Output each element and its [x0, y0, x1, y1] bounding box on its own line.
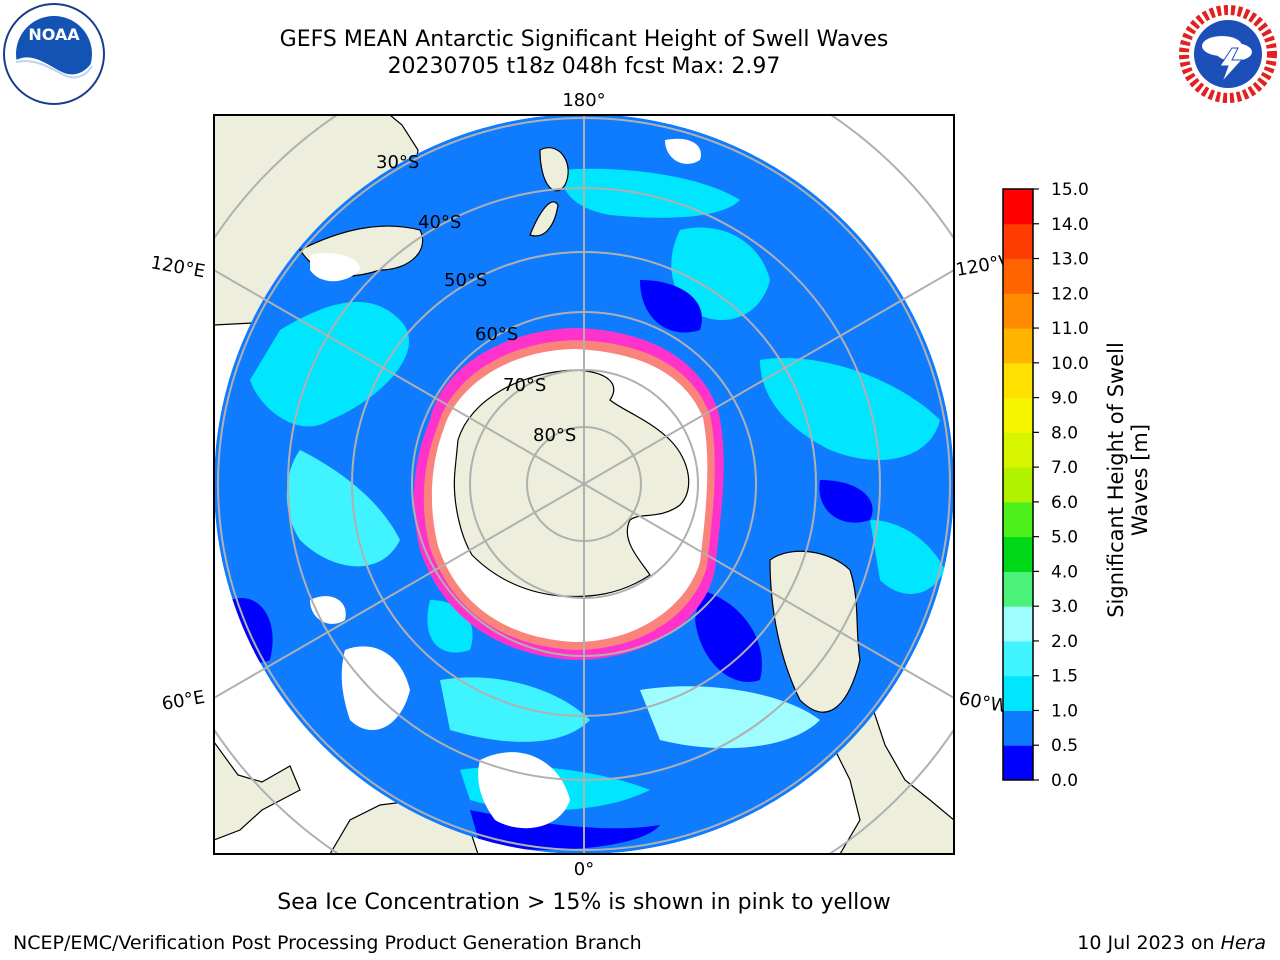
colorbar-tick-label: 12.0	[1051, 284, 1089, 304]
colorbar-tick-label: 9.0	[1051, 389, 1078, 409]
title-line-1: GEFS MEAN Antarctic Significant Height o…	[279, 27, 889, 52]
colorbar-tick-label: 2.0	[1051, 632, 1078, 652]
colorbar-swatch	[1003, 675, 1033, 711]
colorbar: 0.0 0.5 1.0 1.5 2.0 3.0 4.0 5.0 6.0 7.0 8.0 9.0 10.0…	[1002, 180, 1152, 791]
graticule	[214, 115, 954, 854]
colorbar-tick-label: 11.0	[1051, 319, 1089, 339]
colorbar-swatch	[1003, 710, 1033, 746]
chart-title: GEFS MEAN Antarctic Significant Height o…	[214, 26, 954, 80]
lat-label-40s: 40°S	[418, 212, 461, 233]
lon-label-upper-left: 120°E	[149, 252, 207, 282]
colorbar-swatch	[1003, 328, 1033, 364]
footer-host: Hera	[1220, 932, 1266, 954]
lat-label-30s: 30°S	[376, 152, 419, 173]
antarctica	[453, 369, 690, 598]
colorbar-swatch	[1003, 640, 1033, 677]
colorbar-frame	[1002, 188, 1034, 781]
lat-label-80s: 80°S	[533, 425, 576, 446]
colorbar-tick-label: 5.0	[1051, 528, 1078, 548]
title-line-2: 20230705 t18z 048h fcst Max: 2.97	[387, 54, 781, 79]
colorbar-swatch	[1003, 467, 1033, 503]
colorbar-swatch	[1003, 223, 1033, 260]
colorbar-tick-label: 0.5	[1051, 736, 1078, 756]
colorbar-tick-label: 7.0	[1051, 458, 1078, 478]
lat-label-60s: 60°S	[475, 324, 518, 345]
colorbar-tick-label: 14.0	[1051, 215, 1089, 235]
lon-label-lower-left: 60°E	[160, 687, 206, 715]
map-plot-area: 30°S 40°S 50°S 60°S 70°S 80°S	[214, 115, 954, 854]
colorbar-tick-label: 10.0	[1051, 354, 1089, 374]
colorbar-tick-label: 4.0	[1051, 562, 1078, 582]
colorbar-ticks: 0.0 0.5 1.0 1.5 2.0 3.0 4.0 5.0 6.0 7.0 8.0 9.0 10.0…	[1033, 180, 1089, 791]
colorbar-swatch	[1003, 606, 1033, 642]
lat-label-70s: 70°S	[503, 375, 546, 396]
colorbar-tick-label: 3.0	[1051, 597, 1078, 617]
colorbar-tick-label: 0.0	[1051, 771, 1078, 791]
lon-label-top: 180°	[562, 90, 605, 111]
colorbar-swatch	[1003, 501, 1033, 538]
colorbar-label-line-2: Waves [m]	[1128, 424, 1152, 536]
colorbar-swatches	[1003, 189, 1033, 781]
latitude-labels: 30°S 40°S 50°S 60°S 70°S 80°S	[376, 152, 576, 446]
colorbar-swatch	[1003, 258, 1033, 294]
colorbar-swatch	[1003, 571, 1033, 607]
colorbar-swatch	[1003, 745, 1033, 781]
sea-ice-caption: Sea Ice Concentration > 15% is shown in …	[277, 890, 891, 915]
colorbar-tick-label: 8.0	[1051, 423, 1078, 443]
nws-logo	[1178, 4, 1278, 104]
colorbar-label-line-1: Significant Height of Swell	[1104, 342, 1128, 618]
lat-label-50s: 50°S	[444, 270, 487, 291]
noaa-logo: NOAA	[3, 3, 105, 105]
colorbar-swatch	[1003, 397, 1033, 433]
noaa-logo-text: NOAA	[28, 25, 80, 44]
colorbar-swatch	[1003, 432, 1033, 468]
colorbar-swatch	[1003, 293, 1033, 329]
footer-date: 10 Jul 2023 on Hera	[1077, 932, 1266, 954]
colorbar-tick-label: 1.0	[1051, 701, 1078, 721]
colorbar-tick-label: 13.0	[1051, 250, 1089, 270]
map-frame	[213, 114, 955, 855]
colorbar-swatch	[1003, 536, 1033, 572]
colorbar-swatch	[1003, 362, 1033, 399]
lon-label-bottom: 0°	[574, 859, 594, 880]
colorbar-tick-label: 15.0	[1051, 180, 1089, 200]
footer-credit: NCEP/EMC/Verification Post Processing Pr…	[13, 932, 642, 954]
colorbar-tick-label: 6.0	[1051, 493, 1078, 513]
colorbar-swatch	[1003, 189, 1033, 225]
colorbar-tick-label: 1.5	[1051, 667, 1078, 687]
footer-date-text: 10 Jul 2023 on	[1077, 932, 1221, 954]
